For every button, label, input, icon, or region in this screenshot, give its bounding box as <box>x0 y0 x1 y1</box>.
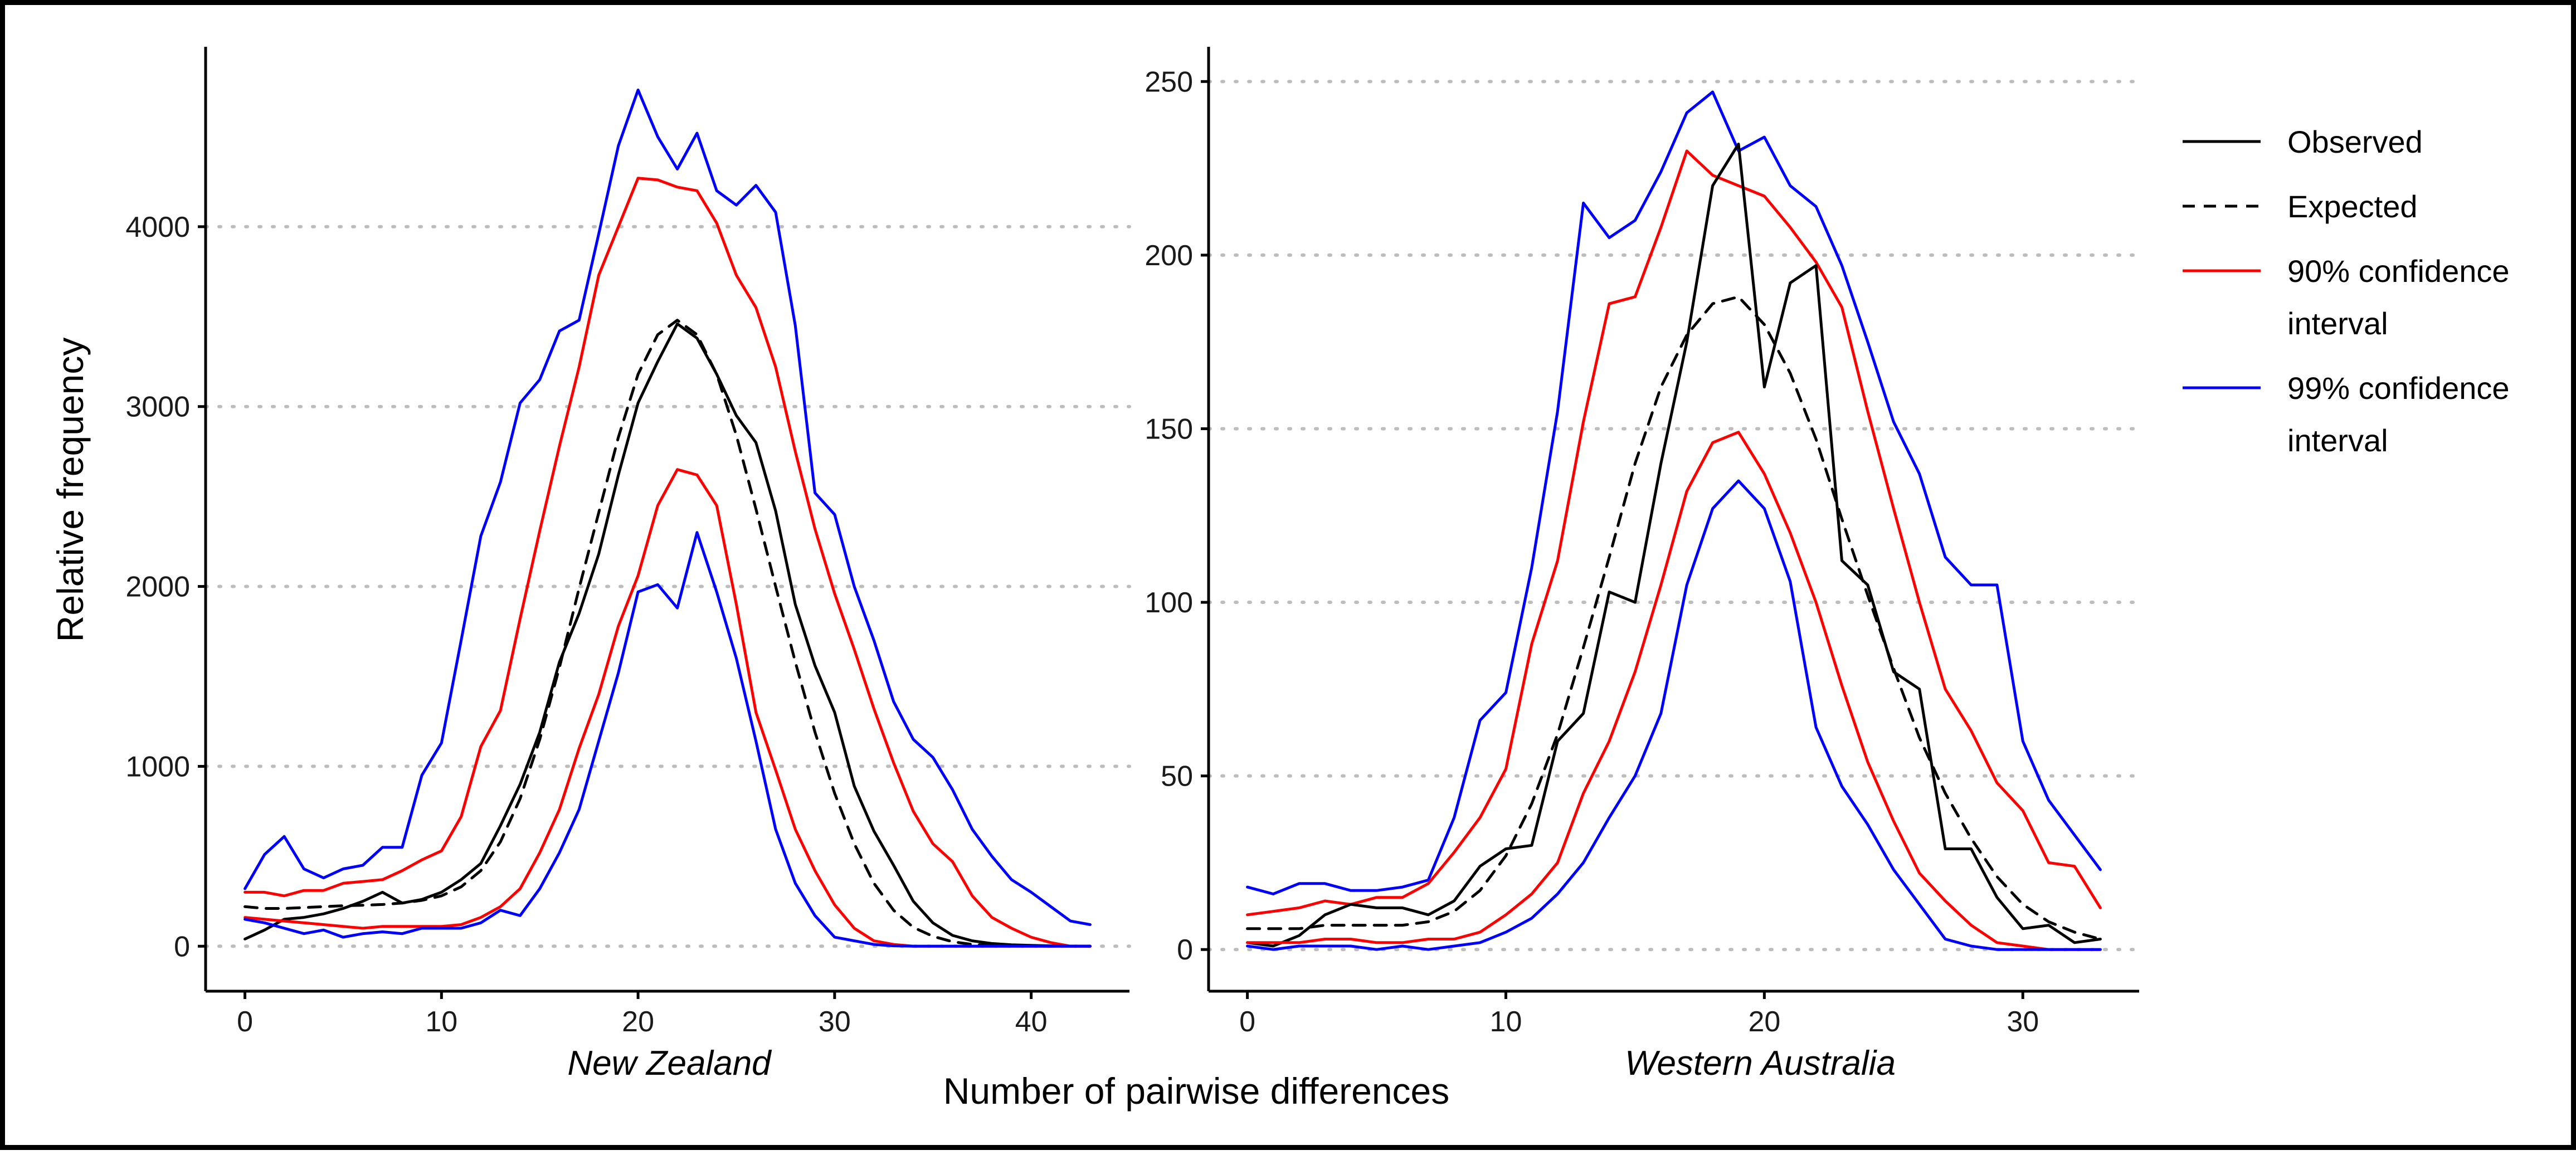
legend-label-ci90-1: interval <box>2287 306 2388 341</box>
panel1-series-expected <box>244 319 1092 948</box>
x-axis-label: Number of pairwise differences <box>943 1070 1450 1112</box>
panel2-x-tick-label-0: 0 <box>1239 1006 1255 1038</box>
legend-label-expected: Expected <box>2287 189 2418 224</box>
panel1-y-tick-label-2: 2000 <box>125 571 190 603</box>
legend-label-ci99-1: interval <box>2287 423 2388 458</box>
panel1-y-tick-label-3: 3000 <box>125 391 190 423</box>
panel2-series-ci99_upper <box>1246 90 2102 895</box>
panel1-y-tick-label-4: 4000 <box>125 211 190 243</box>
legend-label-ci90: 90% confidence <box>2287 254 2510 289</box>
panel2-y-tick-label-3: 150 <box>1145 413 1193 445</box>
panel1-x-tick-label-0: 0 <box>237 1006 253 1038</box>
panel2-series-ci90_lower <box>1246 431 2102 951</box>
panel2-series-expected <box>1246 295 2102 940</box>
panel1-x-tick-label-2: 20 <box>622 1006 654 1038</box>
panel1-series-ci99_upper <box>244 89 1092 926</box>
panel1-y-tick-label-0: 0 <box>174 930 190 963</box>
panel1-series-ci99_lower <box>244 531 1092 948</box>
panel1-series-ci90_upper <box>244 177 1092 948</box>
panel2-y-tick-label-4: 200 <box>1145 240 1193 272</box>
panel2-y-tick-label-1: 50 <box>1161 761 1193 793</box>
panel2-title: Western Australia <box>1625 1044 1896 1083</box>
chart-canvas: Relative frequency Number of pairwise di… <box>50 47 2510 1112</box>
panel-1: 0 1000 2000 3000 4000 0 10 20 30 40 New Zealand <box>125 47 1131 1083</box>
legend: Observed Expected 90% confidence interval 99… <box>2183 124 2510 458</box>
panel2-series-ci99_lower <box>1246 479 2102 951</box>
panel1-series-ci90_lower <box>244 468 1092 948</box>
panel2-y-tick-label-5: 250 <box>1145 66 1193 98</box>
panel2-x-tick-label-2: 20 <box>1748 1006 1780 1038</box>
y-axis-label: Relative frequency <box>50 338 91 642</box>
panel1-title: New Zealand <box>567 1044 772 1083</box>
panel1-y-tick-label-1: 1000 <box>125 750 190 783</box>
panel2-x-tick-label-3: 30 <box>2007 1006 2039 1038</box>
panel2-x-tick-label-1: 10 <box>1490 1006 1522 1038</box>
panel2-series-observed <box>1246 143 2102 948</box>
panel-2: 0 50 100 150 200 250 0 10 20 30 Western Australia <box>1145 47 2141 1083</box>
panel1-x-tick-label-3: 30 <box>819 1006 851 1038</box>
panel1-series-observed <box>244 322 1092 948</box>
legend-label-ci99: 99% confidence <box>2287 371 2510 406</box>
panel2-y-tick-label-2: 100 <box>1145 587 1193 619</box>
panel1-x-tick-label-4: 40 <box>1015 1006 1048 1038</box>
panel1-x-tick-label-1: 10 <box>425 1006 457 1038</box>
legend-label-observed: Observed <box>2287 124 2423 159</box>
panel2-series-ci90_upper <box>1246 149 2102 917</box>
panel2-y-tick-label-0: 0 <box>1177 934 1193 966</box>
